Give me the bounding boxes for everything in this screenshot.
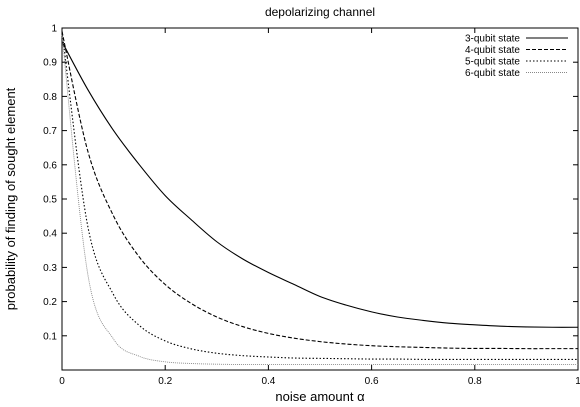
plot-frame	[61, 27, 579, 371]
series-line-6-qubit	[61, 34, 578, 366]
y-axis-ticks: 0.1 0.2 0.3 0.4 0.5 0.6 0.7 0.8 0.9 1	[43, 24, 578, 342]
y-axis-title: probability of finding of sought element	[3, 87, 18, 310]
y-tick-label: 1	[51, 24, 57, 35]
x-axis-ticks: 0 0.2 0.4 0.6 0.8 1	[59, 28, 580, 387]
legend-label: 3-qubit state	[465, 34, 520, 45]
y-tick-label: 0.3	[43, 263, 57, 274]
y-tick-label: 0.4	[43, 229, 57, 240]
x-tick-label: 0.8	[468, 376, 482, 387]
series-line-5-qubit	[61, 31, 578, 360]
y-tick-label: 0.9	[43, 58, 57, 69]
y-tick-label: 0.2	[43, 297, 57, 308]
legend-label: 6-qubit state	[465, 68, 520, 79]
legend-label: 5-qubit state	[465, 57, 520, 68]
y-tick-label: 0.7	[43, 126, 57, 137]
legend-label: 4-qubit state	[465, 45, 520, 56]
chart-title: depolarizing channel	[265, 5, 375, 19]
x-tick-label: 0.2	[158, 376, 172, 387]
y-tick-label: 0.5	[43, 195, 57, 206]
series-line-4-qubit	[61, 31, 578, 350]
x-tick-label: 1	[575, 376, 580, 387]
y-tick-label: 0.8	[43, 92, 57, 103]
x-axis-title: noise amount α	[275, 389, 365, 404]
series-line-3-qubit	[61, 41, 579, 328]
y-tick-label: 0.6	[43, 160, 57, 171]
x-tick-label: 0.4	[261, 376, 275, 387]
x-tick-label: 0	[59, 376, 65, 387]
series-lines	[61, 31, 579, 366]
x-tick-label: 0.6	[365, 376, 379, 387]
y-tick-label: 0.1	[43, 331, 57, 342]
plot-area: 0.10.20.30.40.50.60.70.80.91 0 0.2 0.4 0.6 0…	[43, 24, 580, 388]
